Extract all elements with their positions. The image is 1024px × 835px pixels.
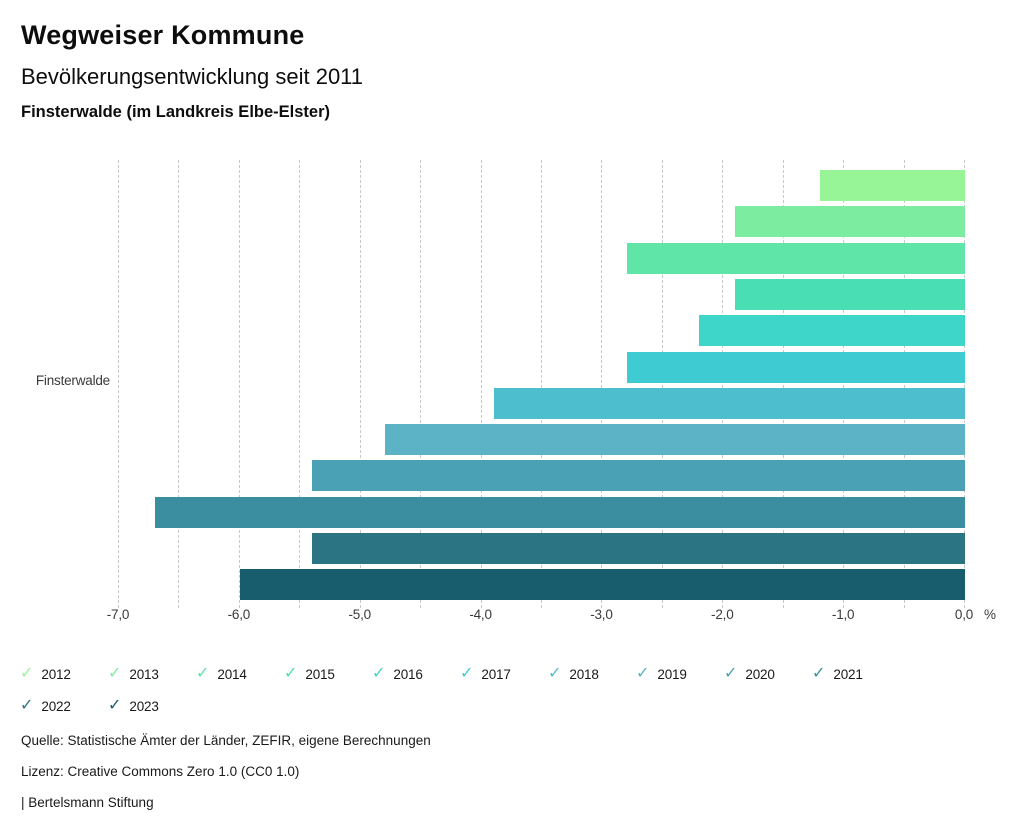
x-axis-tick-label: -3,0	[590, 607, 613, 622]
chart-title: Bevölkerungsentwicklung seit 2011	[21, 64, 364, 89]
bar-2012[interactable]	[819, 170, 965, 201]
footer-source: Quelle: Statistische Ämter der Länder, Z…	[21, 733, 431, 748]
region-subtitle: Finsterwalde (im Landkreis Elbe-Elster)	[21, 103, 331, 121]
bar-2017[interactable]	[626, 351, 965, 383]
gridline	[601, 160, 603, 608]
x-axis-tick-label: -1,0	[831, 607, 855, 622]
x-axis-tick-label: -4,0	[469, 607, 492, 622]
gridline	[299, 160, 301, 608]
bar-2021[interactable]	[155, 496, 965, 528]
x-axis-tick-label: -5,0	[348, 607, 371, 622]
gridline	[903, 160, 905, 608]
footer-attribution: | Bertelsmann Stiftung	[21, 795, 154, 810]
x-axis-tick-label: 0,0	[954, 607, 974, 622]
bar-2014[interactable]	[626, 242, 965, 274]
x-axis-tick-label: -6,0	[227, 607, 251, 622]
check-icon: ✓	[284, 665, 298, 682]
bar-2015[interactable]	[735, 278, 965, 310]
bar-2019[interactable]	[384, 424, 965, 456]
bar-2018[interactable]	[493, 387, 965, 419]
gridline	[118, 160, 119, 608]
legend-item-2020[interactable]: ✓ 2020	[724, 666, 812, 682]
gridline	[722, 160, 724, 608]
gridline	[480, 160, 482, 608]
legend-item-2016[interactable]: ✓ 2016	[372, 666, 460, 682]
legend-item-2019[interactable]: ✓ 2019	[636, 666, 724, 682]
legend-year-label: 2019	[657, 666, 687, 682]
bar-2023[interactable]	[239, 569, 965, 601]
legend-row: ✓ 2022 ✓ 2023	[20, 690, 900, 722]
y-category-label: Finsterwalde	[35, 373, 110, 388]
plot-area	[118, 160, 965, 608]
legend-item-2012[interactable]: ✓ 2012	[20, 666, 108, 682]
legend-year-label: 2018	[569, 666, 599, 682]
gridline	[238, 160, 240, 608]
gridline	[782, 160, 784, 608]
x-axis-unit-label: %	[984, 607, 997, 622]
legend-row: ✓ 2012 ✓ 2013 ✓ 2014 ✓ 2015 ✓ 2016 ✓ 2017 ✓ 2018 ✓ 2019…	[20, 658, 900, 690]
gridline	[359, 160, 361, 608]
check-icon: ✓	[636, 665, 650, 682]
bar-2016[interactable]	[699, 315, 965, 347]
check-icon: ✓	[548, 665, 562, 682]
legend-year-label: 2015	[305, 666, 335, 682]
gridline	[843, 160, 845, 608]
legend-year-label: 2020	[745, 666, 775, 682]
legend-item-2018[interactable]: ✓ 2018	[548, 666, 636, 682]
page-title: Wegweiser Kommune	[21, 20, 305, 50]
check-icon: ✓	[724, 665, 738, 682]
legend-year-label: 2023	[129, 698, 159, 714]
check-icon: ✓	[812, 665, 826, 682]
legend-year-label: 2017	[481, 666, 511, 682]
gridline	[964, 160, 965, 608]
legend-item-2021[interactable]: ✓ 2021	[812, 666, 900, 682]
legend-year-label: 2022	[41, 698, 71, 714]
check-icon: ✓	[460, 665, 474, 682]
check-icon: ✓	[196, 665, 210, 682]
x-axis-tick-label: -2,0	[711, 607, 734, 622]
legend-year-label: 2016	[393, 666, 423, 682]
gridline	[541, 160, 542, 608]
check-icon: ✓	[372, 665, 386, 682]
check-icon: ✓	[108, 665, 122, 682]
gridline	[420, 160, 422, 608]
legend-item-2013[interactable]: ✓ 2013	[108, 666, 196, 682]
check-icon: ✓	[20, 697, 34, 714]
bar-2020[interactable]	[312, 460, 965, 492]
gridline	[178, 160, 180, 608]
x-axis-tick-label: -7,0	[106, 607, 130, 622]
legend-year-label: 2012	[41, 666, 71, 682]
legend-item-2015[interactable]: ✓ 2015	[284, 666, 372, 682]
gridline	[661, 160, 663, 608]
x-axis: % -7,0 -6,0 -5,0 -4,0 -3,0 -2,0 -1,0 0,0	[107, 607, 996, 625]
legend-item-2017[interactable]: ✓ 2017	[460, 666, 548, 682]
legend-item-2014[interactable]: ✓ 2014	[196, 666, 284, 682]
bar-2013[interactable]	[735, 206, 965, 238]
check-icon: ✓	[20, 665, 34, 682]
bar-2022[interactable]	[312, 533, 965, 564]
legend-year-label: 2014	[217, 666, 247, 682]
legend-year-label: 2021	[833, 666, 863, 682]
legend-item-2023[interactable]: ✓ 2023	[108, 698, 196, 714]
check-icon: ✓	[108, 697, 122, 714]
legend: ✓ 2012 ✓ 2013 ✓ 2014 ✓ 2015 ✓ 2016 ✓ 2017 ✓ 2018 ✓ 2019…	[20, 658, 900, 722]
legend-year-label: 2013	[129, 666, 159, 682]
legend-item-2022[interactable]: ✓ 2022	[20, 698, 108, 714]
footer-license: Lizenz: Creative Commons Zero 1.0 (CC0 1…	[21, 764, 300, 779]
